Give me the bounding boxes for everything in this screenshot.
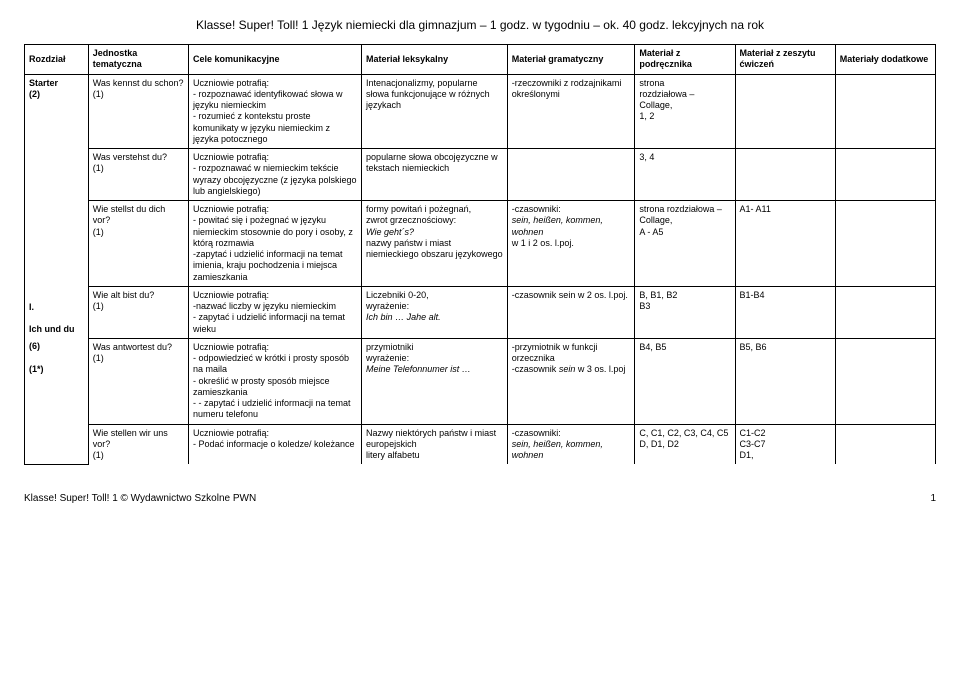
cell-jednostka: Wie stellst du dich vor?(1) (88, 201, 188, 287)
cell-cele: Uczniowie potrafią:- powitać się i pożeg… (188, 201, 361, 287)
cell-dodat (835, 424, 935, 464)
cell-leksyk: formy powitań i pożegnań,zwrot grzecznoś… (362, 201, 508, 287)
cell-podrecznik: 3, 4 (635, 149, 735, 201)
cell-gram: -rzeczowniki z rodzajnikami określonymi (507, 74, 635, 149)
cell-podrecznik: strona rozdziałowa – Collage,A - A5 (635, 201, 735, 287)
table-header-row: Rozdział Jednostka tematyczna Cele komun… (25, 45, 936, 75)
cell-cele: Uczniowie potrafią:- odpowiedzieć w krót… (188, 338, 361, 424)
cell-leksyk: Liczebniki 0-20,wyrażenie:Ich bin … Jahe… (362, 286, 508, 338)
cell-cwiczen: B1-B4 (735, 286, 835, 338)
cell-leksyk: popularne słowa obcojęzyczne w tekstach … (362, 149, 508, 201)
cell-rozdzial: I.Ich und du (25, 149, 89, 339)
cell-leksyk: przymiotnikiwyrażenie:Meine Telefonnumer… (362, 338, 508, 424)
header-rozdzial: Rozdział (25, 45, 89, 75)
curriculum-table: Rozdział Jednostka tematyczna Cele komun… (24, 44, 936, 465)
cell-leksyk: Intenacjonalizmy, popularne słowa funkcj… (362, 74, 508, 149)
footer: Klasse! Super! Toll! 1 © Wydawnictwo Szk… (24, 493, 936, 504)
cell-cwiczen (735, 149, 835, 201)
cell-cwiczen (735, 74, 835, 149)
cell-cwiczen: B5, B6 (735, 338, 835, 424)
cell-rozdzial: Starter(2) (25, 74, 89, 149)
table-row: (6)(1*) Was antwortest du?(1) Uczniowie … (25, 338, 936, 424)
cell-jednostka: Was antwortest du?(1) (88, 338, 188, 424)
cell-dodat (835, 74, 935, 149)
footer-left: Klasse! Super! Toll! 1 © Wydawnictwo Szk… (24, 493, 256, 504)
cell-podrecznik: B, B1, B2B3 (635, 286, 735, 338)
cell-cele: Uczniowie potrafią:-nazwać liczby w języ… (188, 286, 361, 338)
page-title: Klasse! Super! Toll! 1 Język niemiecki d… (24, 18, 936, 32)
cell-gram: -przymiotnik w funkcji orzecznika-czasow… (507, 338, 635, 424)
header-dodat: Materiały dodatkowe (835, 45, 935, 75)
header-jednostka: Jednostka tematyczna (88, 45, 188, 75)
cell-gram (507, 149, 635, 201)
header-cwiczen: Materiał z zeszytu ćwiczeń (735, 45, 835, 75)
cell-cele: Uczniowie potrafią:- rozpoznawać w niemi… (188, 149, 361, 201)
cell-cele: Uczniowie potrafią:- rozpoznawać identyf… (188, 74, 361, 149)
cell-jednostka: Was verstehst du?(1) (88, 149, 188, 201)
cell-gram: -czasownik sein w 2 os. l.poj. (507, 286, 635, 338)
cell-jednostka: Wie stellen wir uns vor?(1) (88, 424, 188, 464)
table-row: I.Ich und du Was verstehst du?(1) Ucznio… (25, 149, 936, 201)
cell-gram: -czasowniki:sein, heißen, kommen, wohnen… (507, 201, 635, 287)
cell-cwiczen: A1- A11 (735, 201, 835, 287)
cell-cwiczen: C1-C2C3-C7D1, (735, 424, 835, 464)
cell-dodat (835, 201, 935, 287)
footer-page-number: 1 (930, 493, 936, 504)
cell-cele: Uczniowie potrafią:- Podać informacje o … (188, 424, 361, 464)
table-row: Wie alt bist du?(1) Uczniowie potrafią:-… (25, 286, 936, 338)
cell-podrecznik: C, C1, C2, C3, C4, C5D, D1, D2 (635, 424, 735, 464)
cell-dodat (835, 338, 935, 424)
cell-leksyk: Nazwy niektórych państw i miast europejs… (362, 424, 508, 464)
cell-podrecznik: B4, B5 (635, 338, 735, 424)
table-row: Wie stellst du dich vor?(1) Uczniowie po… (25, 201, 936, 287)
cell-dodat (835, 286, 935, 338)
table-row: Wie stellen wir uns vor?(1) Uczniowie po… (25, 424, 936, 464)
cell-jednostka: Was kennst du schon?(1) (88, 74, 188, 149)
header-cele: Cele komunikacyjne (188, 45, 361, 75)
cell-gram: -czasowniki:sein, heißen, kommen, wohnen (507, 424, 635, 464)
header-gram: Materiał gramatyczny (507, 45, 635, 75)
cell-podrecznik: strona rozdziałowa – Collage,1, 2 (635, 74, 735, 149)
header-leksyk: Materiał leksykalny (362, 45, 508, 75)
cell-dodat (835, 149, 935, 201)
cell-jednostka: Wie alt bist du?(1) (88, 286, 188, 338)
cell-rozdzial: (6)(1*) (25, 338, 89, 464)
table-row: Starter(2) Was kennst du schon?(1) Uczni… (25, 74, 936, 149)
header-podrecznik: Materiał z podręcznika (635, 45, 735, 75)
